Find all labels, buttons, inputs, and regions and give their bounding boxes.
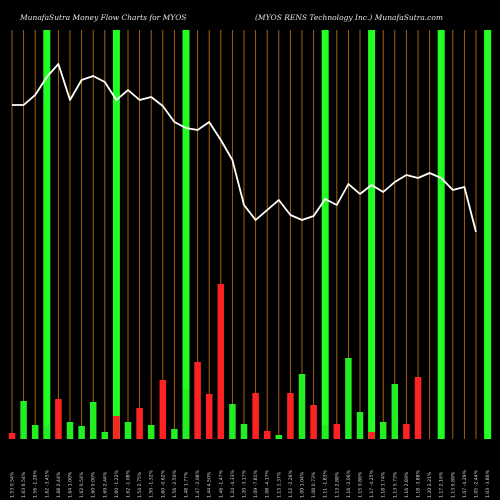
x-tick-label: 1.13 1.37% bbox=[276, 471, 282, 498]
money-flow-bar bbox=[43, 425, 51, 439]
x-tick-label: 1.56 -1.26% bbox=[33, 469, 39, 498]
money-flow-bar bbox=[20, 401, 27, 439]
x-tick-label: 1.60 -1.22% bbox=[114, 469, 120, 498]
highlight-band bbox=[437, 30, 445, 439]
x-tick-label: 1.18 3.74% bbox=[381, 471, 387, 498]
money-flow-bar bbox=[101, 432, 109, 439]
chart-title: MunafaSutra Money Flow Charts for MYOS bbox=[20, 13, 187, 22]
x-tick-label: 1.16 2.89% bbox=[404, 471, 410, 498]
money-flow-bar bbox=[321, 425, 329, 439]
money-flow-bar bbox=[345, 358, 352, 439]
money-flow-bar bbox=[113, 416, 120, 439]
money-flow-bar bbox=[240, 424, 248, 439]
x-tick-label: 1.08 0.73% bbox=[311, 471, 317, 498]
money-flow-bar bbox=[55, 399, 62, 439]
x-tick-label: 1.11 -1.83% bbox=[323, 469, 329, 498]
money-flow-bar bbox=[31, 425, 39, 439]
x-tick-label: 1.56 -2.50% bbox=[172, 469, 178, 498]
highlight-band bbox=[321, 30, 329, 439]
x-tick-label: 1.48 1.77% bbox=[184, 471, 190, 498]
money-flow-bar bbox=[89, 402, 97, 439]
money-flow-bar bbox=[356, 412, 364, 439]
highlight-band bbox=[182, 30, 190, 439]
x-tick-label: 1.44 4.50% bbox=[207, 471, 213, 498]
money-flow-bar bbox=[182, 389, 190, 439]
x-tick-label: 1.12 -2.26% bbox=[288, 469, 294, 498]
x-tick-label: 1.09 -7.81% bbox=[253, 469, 259, 498]
x-tick-label: 1.18 -3.88% bbox=[416, 469, 422, 498]
x-tick-label: 1.47 -2.08% bbox=[195, 469, 201, 498]
x-tick-label: 1.62 -3.45% bbox=[44, 469, 50, 498]
x-tick-label: 1.17 -4.25% bbox=[369, 469, 375, 498]
money-flow-bar bbox=[205, 394, 213, 439]
x-tick-label: 1.68 2.44% bbox=[56, 471, 62, 498]
money-flow-bar bbox=[379, 422, 387, 439]
x-tick-label: 1.05 -2.44% bbox=[474, 469, 480, 498]
highlight-band bbox=[43, 30, 51, 439]
x-tick-label: 1.53 0.54% bbox=[10, 471, 16, 498]
x-tick-label: 1.60 0.00% bbox=[91, 471, 97, 498]
money-flow-bar bbox=[124, 422, 132, 439]
money-flow-bar bbox=[78, 426, 85, 439]
x-tick-label: 1.69 2.44% bbox=[102, 471, 108, 498]
highlight-band bbox=[368, 30, 376, 439]
money-flow-bar bbox=[298, 374, 306, 439]
x-axis-labels: 1.53 0.54% 1.63 6.54% 1.56 -1.26% 1.62 -3.4… bbox=[10, 469, 492, 498]
chart-subtitle: (MYOS RENS Technology Inc.) MunafaSutra.… bbox=[255, 13, 444, 22]
x-tick-label: 1.16 -2.06% bbox=[346, 469, 352, 498]
x-tick-label: 1.24 -4.33% bbox=[230, 469, 236, 498]
money-flow-bar bbox=[391, 384, 399, 439]
x-tick-label: 1.07 -4.29% bbox=[462, 469, 468, 498]
x-tick-label: 1.46 -1.47% bbox=[218, 469, 224, 498]
x-tick-label: 1.17 2.16% bbox=[439, 471, 445, 498]
money-flow-bar bbox=[217, 284, 225, 439]
money-flow-bar bbox=[275, 435, 283, 439]
money-flow-bar bbox=[368, 432, 375, 439]
x-tick-label: 1.13 5.73% bbox=[392, 471, 398, 498]
x-tick-label: 1.62 0.54% bbox=[79, 471, 85, 498]
price-line bbox=[12, 63, 477, 233]
x-tick-label: 1.62 -1.08% bbox=[126, 469, 132, 498]
money-flow-bar bbox=[333, 424, 341, 439]
highlight-band bbox=[484, 30, 492, 439]
money-flow-bar bbox=[147, 425, 155, 439]
highlight-band bbox=[112, 30, 120, 439]
money-flow-bar bbox=[252, 393, 259, 439]
x-tick-label: 1.54 2.75% bbox=[137, 471, 143, 498]
money-flow-bar bbox=[287, 393, 294, 439]
x-tick-label: 1.13 2.88% bbox=[334, 471, 340, 498]
money-flow-bar bbox=[263, 431, 271, 439]
money-flow-bar bbox=[136, 408, 143, 439]
money-flow-bar bbox=[194, 362, 201, 439]
x-tick-label: 1.03 -3.86% bbox=[485, 469, 491, 498]
money-flow-bar bbox=[159, 380, 167, 439]
x-tick-label: 1.63 6.54% bbox=[21, 471, 27, 498]
x-tick-label: 1.15 0.86% bbox=[358, 471, 364, 498]
x-tick-label: 1.08 -4.17% bbox=[265, 469, 271, 498]
money-flow-bar bbox=[66, 422, 74, 439]
highlight-bands bbox=[43, 30, 492, 439]
money-flow-bar bbox=[310, 405, 317, 439]
money-flow-bar bbox=[414, 377, 422, 439]
x-tick-label: 1.20 -3.17% bbox=[242, 469, 248, 498]
x-tick-label: 1.50 -1.32% bbox=[149, 469, 155, 498]
money-flow-bar bbox=[403, 424, 410, 439]
x-tick-label: 1.64 1.00% bbox=[68, 471, 74, 498]
price-line-group bbox=[12, 63, 477, 233]
money-flow-bar bbox=[171, 429, 178, 439]
money-flow-bar bbox=[8, 433, 16, 439]
x-tick-label: 1.09 1.04% bbox=[300, 471, 306, 498]
money-flow-bar bbox=[229, 404, 236, 439]
x-tick-label: 1.60 -0.62% bbox=[160, 469, 166, 498]
x-tick-label: 1.20 2.21% bbox=[427, 471, 433, 498]
x-tick-label: 1.13 0.89% bbox=[450, 471, 456, 498]
money-flow-bars bbox=[8, 284, 422, 439]
